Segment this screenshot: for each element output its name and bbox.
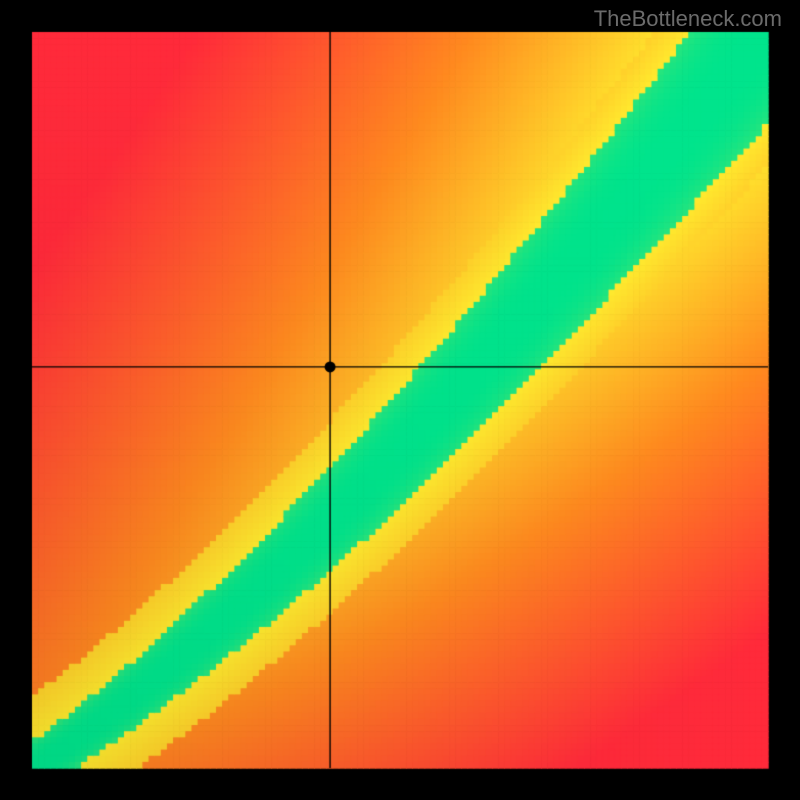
chart-container: TheBottleneck.com: [0, 0, 800, 800]
heatmap-canvas: [0, 0, 800, 800]
watermark-text: TheBottleneck.com: [594, 6, 782, 32]
